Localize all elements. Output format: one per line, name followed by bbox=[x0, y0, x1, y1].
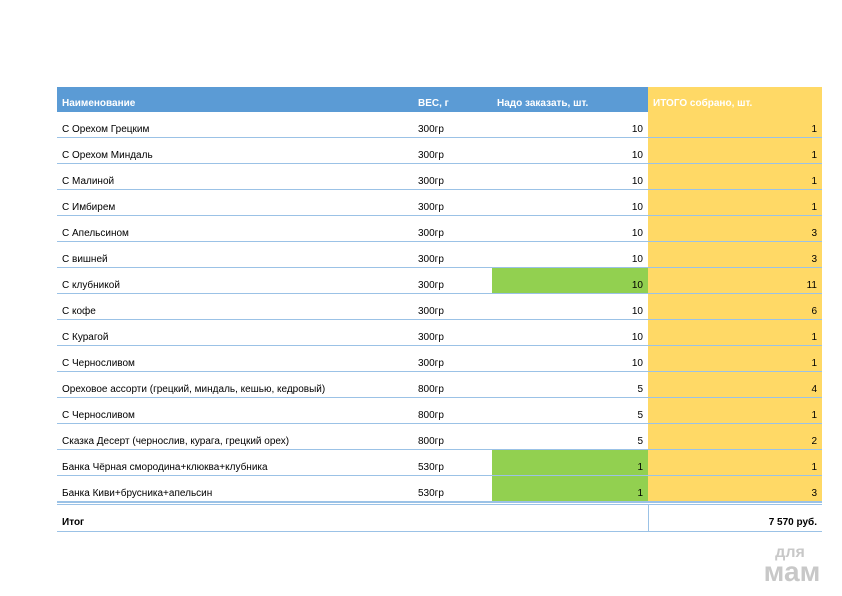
row-border bbox=[57, 267, 822, 268]
row-border bbox=[57, 137, 822, 138]
table-cell: 10 bbox=[631, 254, 643, 265]
table-cell: С Имбирем bbox=[62, 202, 116, 213]
table-cell: 800гр bbox=[418, 410, 444, 421]
table-cell: 800гр bbox=[418, 436, 444, 447]
table-cell: С Курагой bbox=[62, 332, 109, 343]
table-cell: 3 bbox=[648, 216, 822, 242]
table-cell: 1 bbox=[492, 476, 648, 502]
table-cell: 10 bbox=[631, 124, 643, 135]
total-value: 7 570 руб. bbox=[648, 505, 822, 531]
header-cell: ИТОГО собрано, шт. bbox=[648, 87, 822, 112]
table-cell: 1 bbox=[492, 450, 648, 476]
table-cell: С Орехом Грецким bbox=[62, 124, 150, 135]
table-cell: 11 bbox=[648, 268, 822, 294]
table-cell: 1 bbox=[648, 190, 822, 216]
table-cell: 10 bbox=[631, 332, 643, 343]
table-cell: 530гр bbox=[418, 462, 444, 473]
total-border bbox=[57, 502, 822, 505]
table-cell: 300гр bbox=[418, 124, 444, 135]
row-border bbox=[57, 397, 822, 398]
table-cell: 1 bbox=[648, 450, 822, 476]
table-cell: 300гр bbox=[418, 306, 444, 317]
row-border bbox=[57, 345, 822, 346]
row-border bbox=[57, 501, 822, 502]
table-bottom bbox=[57, 531, 822, 532]
table-cell: 1 bbox=[648, 320, 822, 346]
table-cell: 4 bbox=[648, 372, 822, 398]
table-cell: 1 bbox=[648, 164, 822, 190]
row-border bbox=[57, 319, 822, 320]
table-cell: 10 bbox=[631, 202, 643, 213]
table-cell: 10 bbox=[631, 306, 643, 317]
table-cell: С клубникой bbox=[62, 280, 120, 291]
watermark: для bbox=[775, 544, 805, 561]
table-cell: 1 bbox=[648, 138, 822, 164]
row-border bbox=[57, 215, 822, 216]
table-cell: 10 bbox=[631, 150, 643, 161]
table-cell: 10 bbox=[492, 268, 648, 294]
row-border bbox=[57, 371, 822, 372]
table-cell: С Малиной bbox=[62, 176, 115, 187]
table-cell: С Черносливом bbox=[62, 358, 135, 369]
row-border bbox=[57, 163, 822, 164]
header-cell: Наименование bbox=[57, 87, 413, 112]
table-cell: 5 bbox=[637, 436, 643, 447]
table-cell: 6 bbox=[648, 294, 822, 320]
table-cell: Банка Киви+брусника+апельсин bbox=[62, 488, 213, 499]
table-cell: 10 bbox=[631, 228, 643, 239]
watermark: мам bbox=[763, 556, 821, 587]
table-cell: 1 bbox=[648, 346, 822, 372]
row-border bbox=[57, 449, 822, 450]
table-cell: 5 bbox=[637, 384, 643, 395]
table-cell: Ореховое ассорти (грецкий, миндаль, кешь… bbox=[62, 384, 326, 395]
table-cell: 530гр bbox=[418, 488, 444, 499]
total-label: Итог bbox=[62, 517, 85, 528]
table-cell: С вишней bbox=[62, 254, 108, 265]
header-cell: Надо заказать, шт. bbox=[492, 87, 648, 112]
table-cell: 300гр bbox=[418, 254, 444, 265]
table-cell: С Орехом Миндаль bbox=[62, 150, 153, 161]
table-cell: 300гр bbox=[418, 358, 444, 369]
table-cell: 1 bbox=[648, 398, 822, 424]
row-border bbox=[57, 423, 822, 424]
row-border bbox=[57, 475, 822, 476]
table-cell: 300гр bbox=[418, 228, 444, 239]
table-cell: Банка Чёрная смородина+клюква+клубника bbox=[62, 462, 268, 473]
table-cell: 3 bbox=[648, 242, 822, 268]
table-cell: 300гр bbox=[418, 280, 444, 291]
header-cell: ВЕС, г bbox=[413, 87, 492, 112]
row-border bbox=[57, 293, 822, 294]
table-cell: 300гр bbox=[418, 176, 444, 187]
table-cell: 300гр bbox=[418, 202, 444, 213]
table-cell: 1 bbox=[648, 112, 822, 138]
table-cell: 300гр bbox=[418, 150, 444, 161]
table-cell: 10 bbox=[631, 358, 643, 369]
table-cell: 5 bbox=[637, 410, 643, 421]
table-cell: С кофе bbox=[62, 306, 96, 317]
table-cell: 2 bbox=[648, 424, 822, 450]
table-cell: 800гр bbox=[418, 384, 444, 395]
row-border bbox=[57, 241, 822, 242]
table-cell: С Апельсином bbox=[62, 228, 129, 239]
table-cell: 10 bbox=[631, 176, 643, 187]
table-cell: 3 bbox=[648, 476, 822, 502]
table-cell: 300гр bbox=[418, 332, 444, 343]
table-cell: С Черносливом bbox=[62, 410, 135, 421]
row-border bbox=[57, 189, 822, 190]
table-cell: Сказка Десерт (чернослив, курага, грецки… bbox=[62, 436, 290, 447]
